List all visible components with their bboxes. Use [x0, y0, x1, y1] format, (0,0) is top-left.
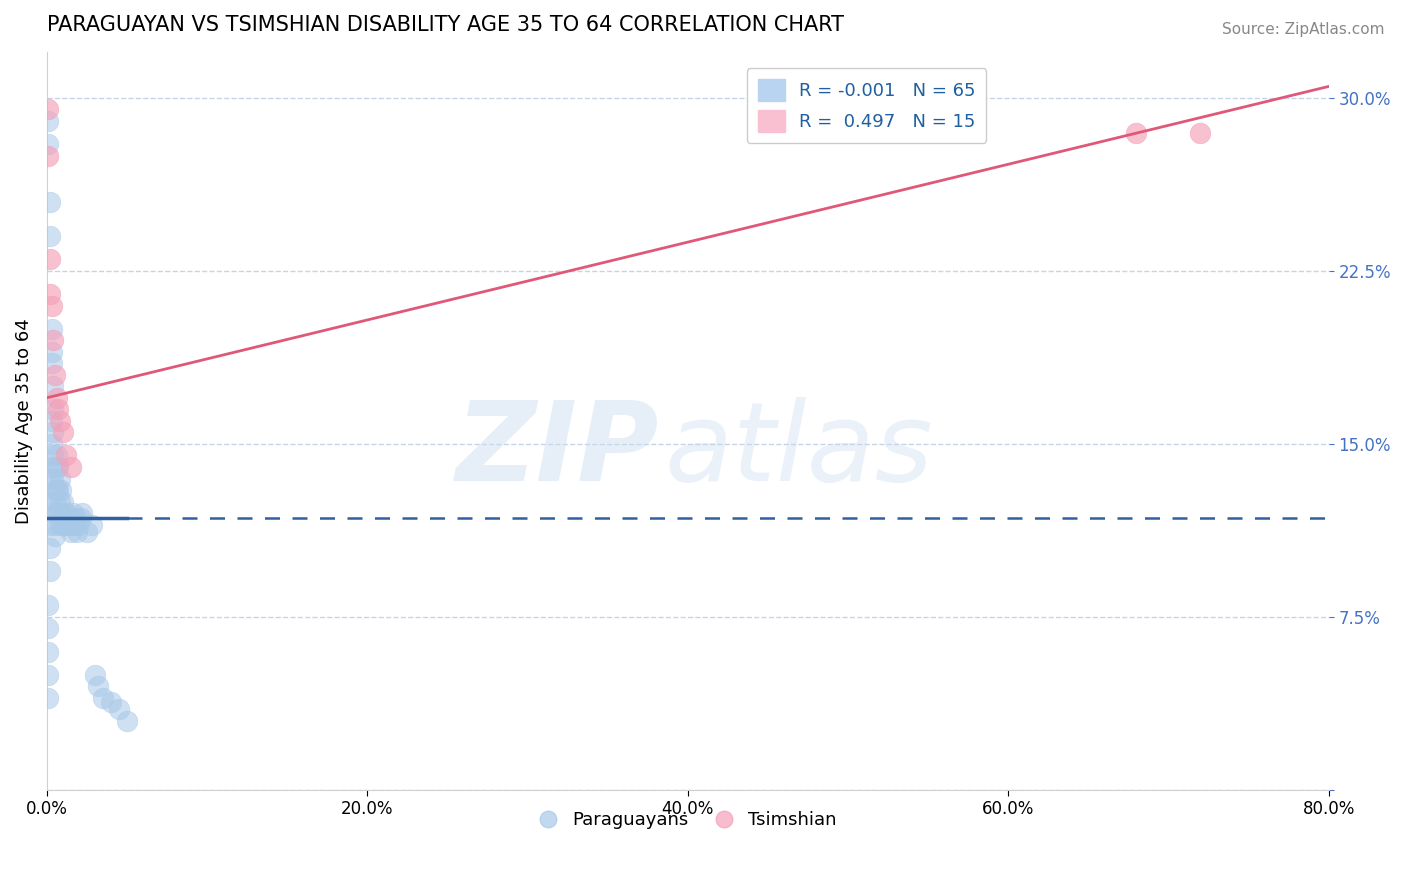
Point [51, 483, 73, 497]
Point [37, 103, 59, 117]
Point [39, 494, 62, 508]
Point [37, 114, 59, 128]
Point [46, 402, 69, 417]
Point [58, 517, 80, 532]
Point [100, 695, 122, 709]
Point [45, 460, 67, 475]
Point [51, 506, 73, 520]
Point [45, 506, 67, 520]
Point [39, 471, 62, 485]
Point [48, 494, 70, 508]
Point [48, 471, 70, 485]
Point [48, 414, 70, 428]
Point [41, 460, 63, 475]
Point [52, 425, 75, 440]
Point [70, 506, 93, 520]
Point [44, 494, 66, 508]
Point [41, 437, 63, 451]
Point [37, 690, 59, 705]
Point [41, 356, 63, 370]
Point [66, 524, 89, 539]
Point [52, 517, 75, 532]
Point [42, 379, 65, 393]
Point [1125, 126, 1147, 140]
Point [37, 148, 59, 162]
Point [48, 517, 70, 532]
Point [52, 506, 75, 520]
Point [108, 702, 131, 716]
Point [55, 449, 77, 463]
Point [41, 299, 63, 313]
Point [115, 714, 138, 728]
Point [44, 506, 66, 520]
Point [45, 391, 67, 405]
Point [69, 510, 91, 524]
Point [56, 510, 79, 524]
Point [46, 483, 69, 497]
Point [37, 644, 59, 658]
Point [46, 460, 69, 475]
Text: Source: ZipAtlas.com: Source: ZipAtlas.com [1222, 22, 1385, 37]
Point [76, 524, 98, 539]
Point [87, 679, 110, 693]
Point [42, 402, 65, 417]
Point [67, 517, 90, 532]
Point [42, 449, 65, 463]
Point [44, 529, 66, 543]
Point [41, 321, 63, 335]
Point [1189, 126, 1212, 140]
Text: PARAGUAYAN VS TSIMSHIAN DISABILITY AGE 35 TO 64 CORRELATION CHART: PARAGUAYAN VS TSIMSHIAN DISABILITY AGE 3… [46, 15, 844, 35]
Text: atlas: atlas [665, 397, 934, 504]
Y-axis label: Disability Age 35 to 64: Disability Age 35 to 64 [15, 318, 32, 524]
Point [63, 517, 86, 532]
Point [44, 368, 66, 382]
Point [52, 494, 75, 508]
Point [37, 622, 59, 636]
Point [65, 510, 87, 524]
Point [37, 599, 59, 613]
Point [62, 506, 84, 520]
Point [44, 483, 66, 497]
Point [39, 287, 62, 301]
Point [37, 137, 59, 152]
Legend: Paraguayans, Tsimshian: Paraguayans, Tsimshian [531, 804, 844, 836]
Point [45, 483, 67, 497]
Point [80, 517, 103, 532]
Point [37, 667, 59, 681]
Point [44, 517, 66, 532]
Point [91, 690, 114, 705]
Point [59, 524, 82, 539]
Point [45, 449, 67, 463]
Point [42, 425, 65, 440]
Point [42, 333, 65, 347]
Point [41, 344, 63, 359]
Point [39, 541, 62, 555]
Point [39, 564, 62, 578]
Point [55, 506, 77, 520]
Point [84, 667, 107, 681]
Point [46, 506, 69, 520]
Point [42, 471, 65, 485]
Point [39, 252, 62, 267]
Point [39, 229, 62, 244]
Point [39, 194, 62, 209]
Point [55, 517, 77, 532]
Text: ZIP: ZIP [456, 397, 659, 504]
Point [59, 460, 82, 475]
Point [39, 517, 62, 532]
Point [41, 414, 63, 428]
